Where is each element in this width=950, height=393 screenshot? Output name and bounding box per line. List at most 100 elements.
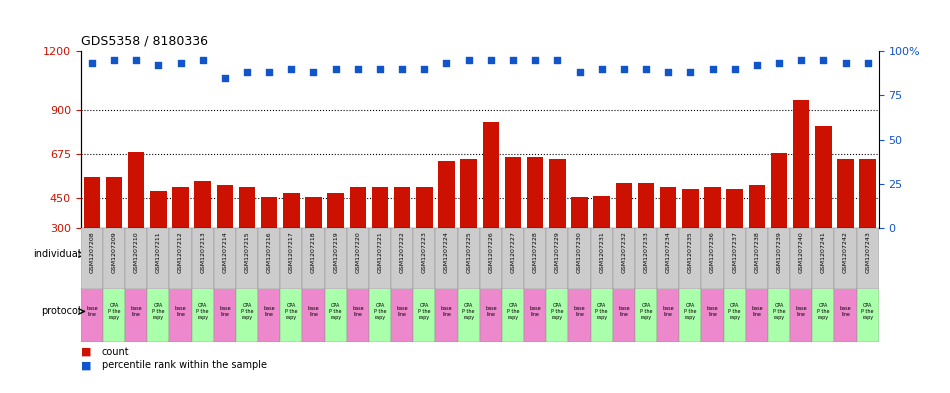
Bar xyxy=(480,228,524,281)
Bar xyxy=(502,228,524,289)
Text: GSM1207213: GSM1207213 xyxy=(200,231,205,273)
Text: CPA
P the
rapy: CPA P the rapy xyxy=(330,303,342,320)
Bar xyxy=(172,187,189,228)
Point xyxy=(793,57,808,63)
Point xyxy=(195,57,210,63)
Text: CPA
P the
rapy: CPA P the rapy xyxy=(240,303,254,320)
Bar xyxy=(302,228,347,281)
Point xyxy=(439,60,454,66)
Text: CPA
P the
rapy: CPA P the rapy xyxy=(285,303,297,320)
Text: GSM1207210: GSM1207210 xyxy=(134,231,139,273)
Point xyxy=(372,66,388,72)
Text: GSM1207230: GSM1207230 xyxy=(577,231,582,273)
Bar xyxy=(635,228,657,289)
Bar xyxy=(613,281,635,342)
Text: subject
18: subject 18 xyxy=(843,245,870,264)
Bar xyxy=(857,228,879,289)
Text: subject 4: subject 4 xyxy=(218,250,254,259)
Text: subject
17: subject 17 xyxy=(798,245,826,264)
Point xyxy=(106,57,122,63)
Text: base
line: base line xyxy=(618,306,630,317)
Point xyxy=(417,66,432,72)
Text: GSM1207229: GSM1207229 xyxy=(555,231,560,273)
Bar xyxy=(616,183,632,228)
Text: GSM1207209: GSM1207209 xyxy=(111,231,117,273)
Bar xyxy=(258,228,302,281)
Bar xyxy=(192,281,214,342)
Text: GSM1207231: GSM1207231 xyxy=(599,231,604,273)
Text: GSM1207208: GSM1207208 xyxy=(89,231,94,273)
Bar xyxy=(790,228,834,281)
Bar xyxy=(682,189,698,228)
Text: GSM1207215: GSM1207215 xyxy=(244,231,250,273)
Point xyxy=(816,57,831,63)
Text: GSM1207240: GSM1207240 xyxy=(799,231,804,273)
Point xyxy=(261,69,276,75)
Bar xyxy=(169,228,214,281)
Text: GSM1207214: GSM1207214 xyxy=(222,231,227,273)
Text: CPA
P the
rapy: CPA P the rapy xyxy=(729,303,741,320)
Bar xyxy=(812,281,834,342)
Bar xyxy=(749,185,765,228)
Point xyxy=(527,57,542,63)
Bar xyxy=(635,281,657,342)
Text: GSM1207233: GSM1207233 xyxy=(643,231,649,273)
Bar xyxy=(369,228,391,289)
Text: subject 6: subject 6 xyxy=(307,250,342,259)
Bar xyxy=(302,281,325,342)
Bar xyxy=(305,196,322,228)
Point xyxy=(860,60,875,66)
Bar xyxy=(660,187,676,228)
Text: base
line: base line xyxy=(175,306,186,317)
Text: base
line: base line xyxy=(308,306,319,317)
Text: percentile rank within the sample: percentile rank within the sample xyxy=(102,360,267,371)
Bar xyxy=(371,187,389,228)
Bar xyxy=(325,228,347,289)
Text: GSM1207232: GSM1207232 xyxy=(621,231,626,273)
Bar xyxy=(214,228,236,289)
Text: GSM1207212: GSM1207212 xyxy=(178,231,183,273)
Bar xyxy=(435,228,458,289)
Text: GDS5358 / 8180336: GDS5358 / 8180336 xyxy=(81,34,208,47)
Bar xyxy=(84,177,100,228)
Bar xyxy=(458,281,480,342)
Bar xyxy=(103,281,125,342)
Text: GSM1207242: GSM1207242 xyxy=(843,231,848,273)
Text: base
line: base line xyxy=(751,306,763,317)
Text: GSM1207243: GSM1207243 xyxy=(865,231,870,273)
Text: GSM1207237: GSM1207237 xyxy=(732,231,737,273)
Bar xyxy=(413,281,435,342)
Bar xyxy=(458,228,480,289)
Text: GSM1207224: GSM1207224 xyxy=(444,231,449,273)
Bar xyxy=(438,161,455,228)
Bar xyxy=(236,281,258,342)
Text: GSM1207225: GSM1207225 xyxy=(466,231,471,273)
Bar xyxy=(258,281,280,342)
Bar xyxy=(81,281,103,342)
Point xyxy=(484,57,499,63)
Bar xyxy=(81,228,125,281)
Text: GSM1207221: GSM1207221 xyxy=(377,231,383,273)
Point xyxy=(306,69,321,75)
Text: CPA
P the
rapy: CPA P the rapy xyxy=(772,303,786,320)
Text: CPA
P the
rapy: CPA P the rapy xyxy=(817,303,829,320)
Bar xyxy=(727,189,743,228)
Bar xyxy=(594,195,610,228)
Bar xyxy=(704,187,721,228)
Text: subject 8: subject 8 xyxy=(396,250,430,259)
Bar xyxy=(238,187,256,228)
Text: subject 2: subject 2 xyxy=(130,250,164,259)
Bar xyxy=(147,281,169,342)
Text: base
line: base line xyxy=(396,306,408,317)
Text: CPA
P the
rapy: CPA P the rapy xyxy=(596,303,608,320)
Point xyxy=(173,60,188,66)
Bar xyxy=(524,281,546,342)
Text: subject 11: subject 11 xyxy=(526,250,566,259)
Text: base
line: base line xyxy=(441,306,452,317)
Point xyxy=(328,66,343,72)
Text: individual: individual xyxy=(33,250,81,259)
Bar xyxy=(125,281,147,342)
Bar xyxy=(657,228,701,281)
Text: base
line: base line xyxy=(840,306,851,317)
Text: count: count xyxy=(102,347,129,357)
